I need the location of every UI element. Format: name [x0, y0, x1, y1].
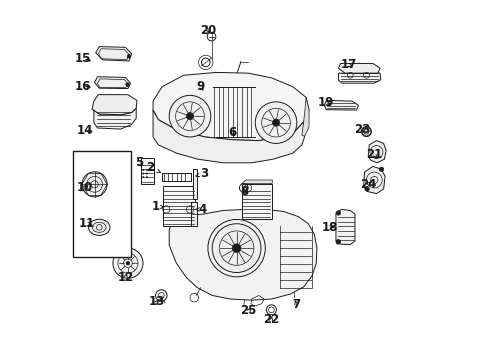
Circle shape [232, 244, 241, 252]
Text: 25: 25 [240, 305, 257, 318]
Circle shape [146, 169, 147, 171]
Text: 11: 11 [79, 217, 95, 230]
Text: 16: 16 [75, 80, 91, 93]
Polygon shape [335, 210, 354, 244]
Polygon shape [338, 73, 380, 83]
Bar [192, 169, 197, 199]
Text: 19: 19 [317, 96, 334, 109]
Polygon shape [96, 46, 131, 61]
Circle shape [142, 176, 144, 178]
Circle shape [364, 187, 368, 191]
Bar [162, 173, 190, 181]
Text: 12: 12 [117, 271, 133, 284]
Text: 2: 2 [146, 161, 160, 174]
Circle shape [142, 169, 144, 171]
Bar [190, 202, 197, 226]
Polygon shape [363, 166, 384, 194]
Polygon shape [153, 72, 308, 140]
Text: 9: 9 [196, 80, 204, 93]
Bar [73, 151, 131, 257]
Text: 3: 3 [196, 167, 208, 180]
Text: 18: 18 [321, 221, 337, 234]
Circle shape [379, 167, 383, 171]
Circle shape [169, 95, 210, 137]
Text: 15: 15 [75, 51, 91, 64]
Text: 20: 20 [200, 24, 216, 37]
Text: 6: 6 [228, 126, 236, 139]
Polygon shape [324, 100, 358, 110]
Circle shape [127, 54, 131, 58]
Circle shape [255, 102, 296, 143]
Bar [241, 184, 271, 219]
Text: 14: 14 [77, 124, 93, 137]
Circle shape [125, 83, 129, 86]
Text: 13: 13 [148, 296, 164, 309]
Polygon shape [338, 63, 379, 73]
Circle shape [142, 173, 144, 174]
Text: 8: 8 [240, 185, 248, 198]
Circle shape [155, 290, 167, 301]
Circle shape [336, 239, 340, 244]
Polygon shape [367, 140, 386, 163]
Text: 24: 24 [359, 178, 376, 191]
Text: 5: 5 [134, 156, 142, 169]
Polygon shape [153, 110, 304, 163]
Circle shape [361, 127, 371, 136]
Bar [140, 158, 154, 184]
Polygon shape [241, 180, 272, 184]
Circle shape [272, 119, 279, 126]
Circle shape [212, 224, 261, 273]
Polygon shape [92, 108, 136, 129]
Circle shape [113, 248, 142, 278]
Ellipse shape [88, 219, 110, 235]
Text: 17: 17 [340, 58, 356, 71]
Text: 7: 7 [292, 298, 300, 311]
Text: 23: 23 [353, 122, 369, 136]
Circle shape [146, 173, 147, 174]
Text: 1: 1 [151, 201, 163, 213]
Text: 21: 21 [366, 148, 382, 161]
Polygon shape [169, 210, 316, 300]
Polygon shape [94, 77, 130, 89]
Circle shape [82, 172, 107, 197]
Polygon shape [118, 268, 137, 274]
Circle shape [126, 261, 129, 265]
Text: 22: 22 [263, 312, 279, 326]
Circle shape [336, 211, 340, 215]
Circle shape [146, 176, 147, 178]
Bar [163, 186, 195, 226]
Text: 4: 4 [195, 203, 206, 216]
Circle shape [186, 113, 193, 120]
Polygon shape [92, 95, 137, 115]
Polygon shape [301, 98, 308, 136]
Text: 10: 10 [76, 181, 93, 194]
